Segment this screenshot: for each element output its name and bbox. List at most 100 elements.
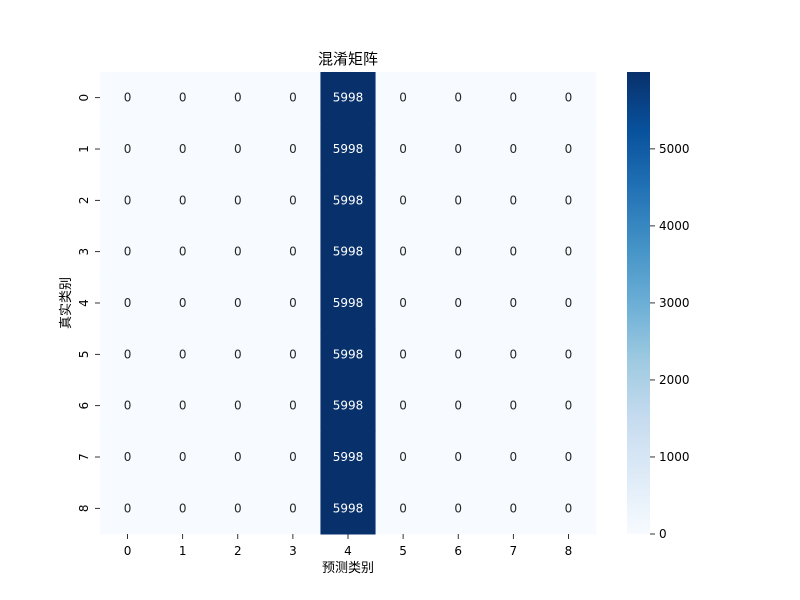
cell-value-label: 0 — [234, 501, 242, 515]
x-tick-label: 7 — [510, 544, 518, 558]
cell-value-label: 5998 — [333, 347, 364, 361]
heatmap-cell — [265, 174, 321, 227]
y-tick-label: 8 — [77, 505, 91, 513]
heatmap-cell — [155, 431, 211, 484]
heatmap-cell — [265, 431, 321, 484]
heatmap-cell — [320, 328, 377, 381]
heatmap-cell — [100, 482, 156, 535]
cell-value-label: 0 — [179, 245, 187, 259]
heatmap-cell — [375, 123, 432, 176]
y-tick-label: 0 — [77, 94, 91, 102]
heatmap-cell — [375, 482, 432, 535]
cell-value-label: 0 — [399, 501, 407, 515]
cell-value-label: 0 — [399, 142, 407, 156]
colorbar-ticks: 0 1000 2000 3000 4000 5000 — [650, 142, 690, 541]
heatmap-cell — [430, 482, 487, 535]
cell-value-label: 0 — [124, 501, 132, 515]
cell-value-label: 0 — [289, 142, 297, 156]
heatmap-cell — [430, 277, 487, 330]
cell-value-label: 0 — [510, 193, 518, 207]
colorbar-tick-label: 5000 — [659, 142, 690, 156]
cell-value-label: 0 — [510, 296, 518, 310]
heatmap-cell — [485, 123, 542, 176]
cell-value-label: 0 — [454, 193, 462, 207]
cell-value-label: 0 — [510, 450, 518, 464]
cell-value-label: 0 — [179, 91, 187, 105]
cell-value-label: 5998 — [333, 193, 364, 207]
cell-value-label: 0 — [565, 450, 573, 464]
cell-value-label: 0 — [124, 399, 132, 413]
cell-value-label: 0 — [124, 450, 132, 464]
cell-value-label: 0 — [289, 347, 297, 361]
heatmap-cell — [485, 174, 542, 227]
cell-value-label: 0 — [565, 245, 573, 259]
heatmap-cell — [540, 174, 597, 227]
heatmap-cell — [485, 72, 542, 124]
colorbar-tick-label: 4000 — [659, 219, 690, 233]
heatmap-cell — [155, 174, 211, 227]
heatmap-cell — [540, 72, 597, 124]
cell-value-label: 0 — [565, 501, 573, 515]
cell-value-label: 0 — [565, 142, 573, 156]
heatmap-cell — [430, 431, 487, 484]
heatmap-cell — [430, 380, 487, 432]
heatmap-cell — [375, 431, 432, 484]
cell-value-label: 0 — [124, 193, 132, 207]
cell-value-label: 0 — [565, 91, 573, 105]
heatmap-cell — [485, 482, 542, 535]
chart-title: 混淆矩阵 — [318, 50, 378, 68]
heatmap-cell — [540, 123, 597, 176]
heatmap-cell — [210, 72, 266, 124]
colorbar-tick-label: 3000 — [659, 296, 690, 310]
heatmap-cell — [210, 123, 266, 176]
cell-value-label: 0 — [454, 296, 462, 310]
heatmap-cell — [430, 174, 487, 227]
heatmap-cell — [540, 226, 597, 278]
cell-value-label: 0 — [234, 399, 242, 413]
heatmap-cell — [100, 277, 156, 330]
heatmap-cell — [265, 72, 321, 124]
heatmap-cell — [100, 226, 156, 278]
y-tick-label: 1 — [77, 145, 91, 153]
heatmap-cell — [100, 174, 156, 227]
cell-value-label: 0 — [124, 91, 132, 105]
y-tick-label: 2 — [77, 197, 91, 205]
heatmap-cell — [265, 328, 321, 381]
heatmap-cell — [265, 482, 321, 535]
cell-value-label: 0 — [234, 450, 242, 464]
cell-value-label: 0 — [234, 91, 242, 105]
cell-value-label: 0 — [234, 347, 242, 361]
heatmap-cell — [320, 226, 377, 278]
cell-value-label: 0 — [289, 501, 297, 515]
cell-value-label: 5998 — [333, 501, 364, 515]
colorbar-tick-label: 0 — [659, 527, 667, 541]
cell-value-label: 0 — [454, 245, 462, 259]
cell-value-label: 0 — [399, 91, 407, 105]
heatmap-cell — [155, 328, 211, 381]
y-tick-label: 7 — [77, 453, 91, 461]
x-tick-label: 8 — [565, 544, 573, 558]
heatmap-cell — [320, 123, 377, 176]
cell-value-label: 0 — [399, 450, 407, 464]
heatmap-cell — [210, 482, 266, 535]
x-tick-label: 3 — [289, 544, 297, 558]
cell-value-label: 0 — [510, 91, 518, 105]
y-tick-label: 3 — [77, 248, 91, 256]
cell-value-label: 5998 — [333, 245, 364, 259]
heatmap-cell — [485, 380, 542, 432]
cell-value-label: 0 — [234, 193, 242, 207]
cell-value-label: 0 — [124, 142, 132, 156]
cell-value-label: 0 — [289, 91, 297, 105]
cell-value-label: 0 — [454, 501, 462, 515]
heatmap-cell — [155, 72, 211, 124]
x-axis-label: 预测类别 — [322, 561, 374, 576]
heatmap-cell — [320, 174, 377, 227]
heatmap-cell — [485, 277, 542, 330]
cell-value-label: 0 — [565, 296, 573, 310]
colorbar — [627, 72, 650, 534]
heatmap-cell — [100, 328, 156, 381]
heatmap-cell — [540, 277, 597, 330]
y-tick-label: 4 — [77, 299, 91, 307]
heatmap-cell — [430, 226, 487, 278]
x-tick-label: 2 — [234, 544, 242, 558]
